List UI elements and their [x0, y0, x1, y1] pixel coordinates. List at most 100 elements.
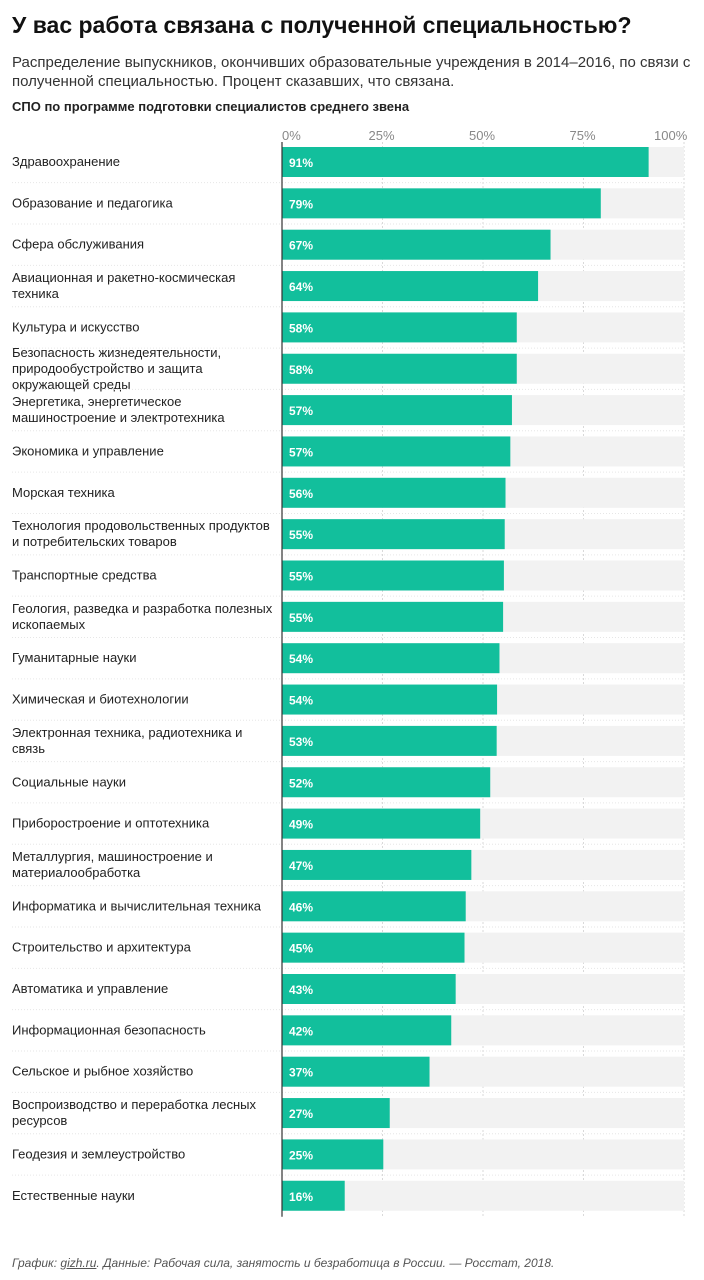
bar — [282, 643, 500, 674]
bar — [282, 1098, 390, 1129]
bar-value-label: 45% — [289, 942, 313, 956]
category-label: Технология продовольственных продуктов — [12, 518, 270, 533]
bar — [282, 271, 539, 302]
bar — [282, 849, 472, 880]
category-label: материалообработка — [12, 865, 141, 880]
category-label: Строительство и архитектура — [12, 940, 192, 955]
bar-value-label: 16% — [289, 1190, 313, 1204]
category-label: Социальные науки — [12, 774, 126, 789]
bar-value-label: 67% — [289, 239, 313, 253]
category-label: Морская техника — [12, 485, 115, 500]
category-label: ресурсов — [12, 1113, 67, 1128]
category-label: Сфера обслуживания — [12, 237, 144, 252]
footer-rest: . Данные: Рабочая сила, занятость и безр… — [96, 1256, 555, 1270]
bar — [282, 188, 601, 219]
bar — [282, 1180, 345, 1211]
bar-value-label: 46% — [289, 900, 313, 914]
category-label: Образование и педагогика — [12, 195, 174, 210]
chart-title: У вас работа связана с полученной специа… — [12, 12, 632, 38]
bar — [282, 436, 511, 467]
footer-prefix: График: — [12, 1256, 61, 1270]
bar-track — [282, 1180, 684, 1211]
bar-value-label: 54% — [289, 652, 313, 666]
bar — [282, 808, 481, 839]
footer-source: График: gizh.ru. Данные: Рабочая сила, з… — [12, 1256, 692, 1270]
category-label: Металлургия, машиностроение и — [12, 849, 213, 864]
bar-value-label: 58% — [289, 321, 313, 335]
x-tick-label: 100% — [654, 128, 688, 143]
category-label: Электронная техника, радиотехника и — [12, 725, 242, 740]
category-label: Естественные науки — [12, 1188, 135, 1203]
category-label: Гуманитарные науки — [12, 650, 136, 665]
bar — [282, 1056, 430, 1087]
category-label: Информатика и вычислительная техника — [12, 898, 262, 913]
category-label: связь — [12, 741, 45, 756]
bar — [282, 1015, 452, 1046]
bar — [282, 560, 504, 591]
x-tick-label: 25% — [369, 128, 395, 143]
footer-link[interactable]: gizh.ru — [60, 1256, 97, 1270]
bar-value-label: 42% — [289, 1024, 313, 1038]
category-label: и потребительских товаров — [12, 534, 177, 549]
bar — [282, 147, 649, 177]
bar — [282, 353, 517, 384]
category-label: Информационная безопасность — [12, 1022, 206, 1037]
category-label: Геодезия и землеустройство — [12, 1146, 185, 1161]
bar — [282, 395, 512, 426]
x-tick-label: 50% — [469, 128, 495, 143]
category-label: Энергетика, энергетическое — [12, 394, 181, 409]
bar-value-label: 53% — [289, 735, 313, 749]
bar — [282, 684, 498, 715]
bar-value-label: 55% — [289, 570, 313, 584]
bar-value-label: 57% — [289, 404, 313, 418]
category-label: Безопасность жизнедеятельности, — [12, 345, 221, 360]
bar-value-label: 56% — [289, 487, 313, 501]
bar-value-label: 55% — [289, 528, 313, 542]
x-tick-label: 0% — [282, 128, 301, 143]
bar-value-label: 54% — [289, 694, 313, 708]
x-tick-label: 75% — [570, 128, 596, 143]
bar — [282, 519, 505, 550]
bar-value-label: 52% — [289, 776, 313, 790]
category-label: Культура и искусство — [12, 319, 139, 334]
bar — [282, 767, 491, 798]
bar-value-label: 25% — [289, 1148, 313, 1162]
bar — [282, 932, 465, 963]
bar-value-label: 58% — [289, 363, 313, 377]
bar — [282, 974, 456, 1004]
category-label: Приборостроение и оптотехника — [12, 816, 210, 831]
bar-value-label: 37% — [289, 1066, 313, 1080]
category-label: Здравоохранение — [12, 154, 120, 169]
bar — [282, 229, 551, 260]
bar-value-label: 55% — [289, 611, 313, 625]
bar-value-label: 64% — [289, 280, 313, 294]
bar-value-label: 49% — [289, 818, 313, 832]
bar — [282, 477, 506, 508]
bar-value-label: 91% — [289, 156, 313, 170]
category-label: Геология, разведка и разработка полезных — [12, 601, 273, 616]
category-label: Экономика и управление — [12, 443, 164, 458]
category-label: ископаемых — [12, 617, 86, 632]
bar-value-label: 43% — [289, 983, 313, 997]
category-label: Химическая и биотехнологии — [12, 692, 189, 707]
category-label: Автоматика и управление — [12, 981, 168, 996]
category-label: машиностроение и электротехника — [12, 410, 225, 425]
bar-chart: 0% 25% 50% 75% 100% 91% Здравоохранение 79% Обра… — [12, 128, 688, 1217]
bar-value-label: 27% — [289, 1107, 313, 1121]
category-label: Сельское и рыбное хозяйство — [12, 1064, 193, 1079]
bar — [282, 601, 504, 632]
bar-value-label: 79% — [289, 197, 313, 211]
chart-subtitle: Распределение выпускников, окончивших об… — [12, 54, 691, 90]
bar — [282, 1139, 384, 1170]
bar — [282, 312, 517, 343]
category-label: Транспортные средства — [12, 568, 157, 583]
bar — [282, 725, 497, 756]
bar-value-label: 47% — [289, 859, 313, 873]
category-label: Воспроизводство и переработка лесных — [12, 1097, 257, 1112]
category-label: техника — [12, 286, 60, 301]
category-label: Авиационная и ракетно-космическая — [12, 270, 235, 285]
category-label: природообустройство и защита — [12, 361, 203, 376]
bar — [282, 891, 466, 922]
section-label: СПО по программе подготовки специалистов… — [12, 99, 410, 114]
bar-value-label: 57% — [289, 445, 313, 459]
